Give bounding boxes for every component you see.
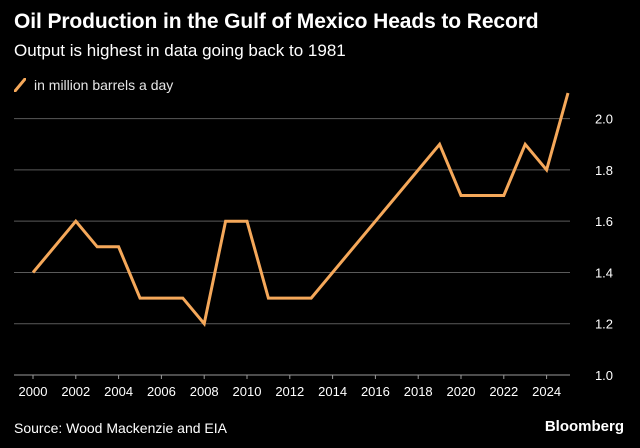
x-tick-label: 2024: [532, 384, 561, 399]
legend-line-icon: [14, 78, 26, 92]
x-tick-label: 2000: [19, 384, 48, 399]
grid-layer: [14, 118, 570, 376]
y-tick-label: 1.2: [595, 317, 613, 332]
source-note: Source: Wood Mackenzie and EIA: [14, 420, 227, 436]
x-tick-label: 2012: [275, 384, 304, 399]
x-tick-label: 2016: [361, 384, 390, 399]
chart-title: Oil Production in the Gulf of Mexico Hea…: [14, 10, 539, 33]
x-tick-label: 2004: [104, 384, 133, 399]
x-tick-label: 2022: [489, 384, 518, 399]
y-tick-label: 1.6: [595, 214, 613, 229]
x-tick-label: 2020: [447, 384, 476, 399]
x-tick-label: 2006: [147, 384, 176, 399]
y-tick-label: 1.8: [595, 163, 613, 178]
chart-subtitle: Output is highest in data going back to …: [14, 41, 346, 60]
y-tick-label: 1.0: [595, 368, 613, 383]
bloomberg-logo: Bloomberg: [544, 418, 624, 435]
legend-label: in million barrels a day: [34, 77, 174, 93]
y-tick-label: 1.4: [595, 265, 613, 280]
x-tick-label: 2008: [190, 384, 219, 399]
series-line: [31, 92, 570, 328]
series-layer: [31, 92, 570, 328]
x-tick-label: 2002: [61, 384, 90, 399]
x-tick-label: 2014: [318, 384, 347, 399]
chart-legend: in million barrels a day: [14, 75, 173, 95]
x-tick-label: 2010: [233, 384, 262, 399]
y-tick-label: 2.0: [595, 112, 613, 127]
axis-layer: 1.0 1.2 1.4 1.6 1.8 2.0 2000 2002 2004 2006 2008 20…: [19, 112, 614, 399]
x-tick-label: 2018: [404, 384, 433, 399]
